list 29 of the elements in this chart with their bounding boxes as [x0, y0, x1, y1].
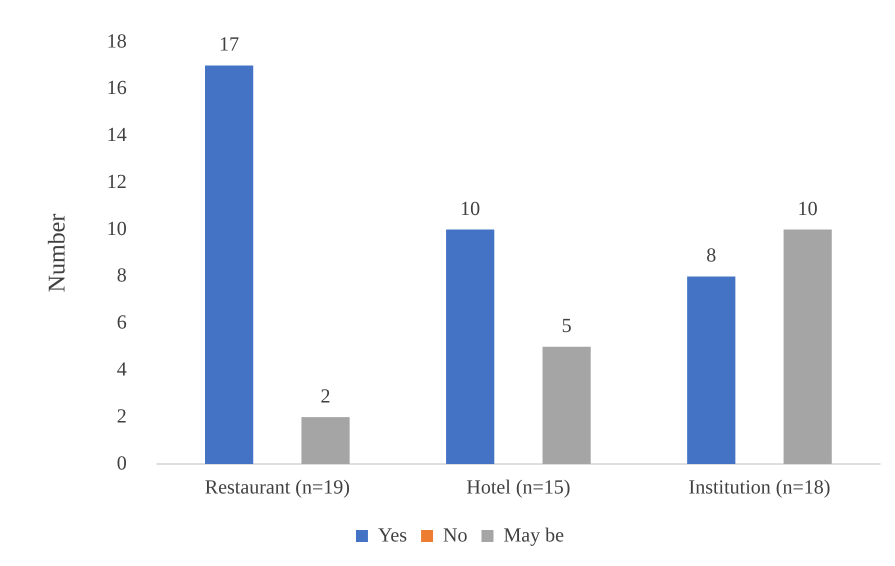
y-tick-label: 14: [106, 124, 127, 146]
data-label: 10: [460, 198, 480, 220]
y-axis-title: Number: [44, 214, 71, 292]
legend-label: Yes: [378, 524, 408, 546]
x-tick-label: Restaurant (n=19): [204, 476, 350, 498]
data-label: 5: [562, 315, 572, 338]
x-tick-label: Institution (n=18): [688, 476, 830, 498]
data-label: 8: [706, 244, 716, 267]
bar: [687, 276, 736, 464]
y-tick-label: 4: [116, 358, 127, 380]
bar: [542, 346, 591, 464]
y-tick-label: 2: [116, 405, 127, 428]
y-tick-label: 6: [116, 312, 127, 334]
data-label: 10: [798, 198, 818, 220]
x-tick-label: Hotel (n=15): [466, 476, 570, 498]
bar: [205, 65, 254, 464]
bar: [784, 230, 832, 464]
bar: [301, 417, 350, 464]
y-tick-label: 10: [106, 218, 127, 240]
y-tick-label: 8: [116, 264, 127, 287]
bar: [446, 230, 494, 464]
data-label: 17: [219, 34, 240, 56]
y-tick-label: 12: [106, 170, 127, 193]
y-tick-label: 16: [106, 77, 127, 100]
y-tick-label: 0: [116, 452, 127, 474]
legend-label: May be: [504, 524, 564, 546]
data-label: 2: [320, 385, 331, 408]
legend-label: No: [443, 524, 468, 546]
y-tick-label: 18: [106, 30, 127, 52]
